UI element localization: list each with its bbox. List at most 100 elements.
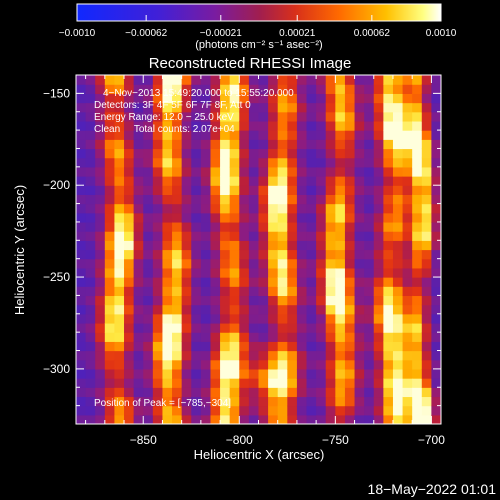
- heatmap-cell: [85, 267, 96, 278]
- heatmap-cell: [210, 322, 221, 333]
- heatmap-cell: [412, 286, 423, 297]
- heatmap-cell: [306, 341, 317, 352]
- heatmap-cell: [229, 148, 240, 159]
- heatmap-cell: [364, 84, 375, 94]
- heatmap-cell: [95, 267, 106, 278]
- heatmap-cell: [172, 185, 183, 195]
- heatmap-cell: [248, 322, 260, 333]
- heatmap-cell: [373, 75, 384, 85]
- heatmap-cell: [296, 111, 308, 122]
- heatmap-cell: [85, 277, 96, 287]
- heatmap-cell: [431, 368, 441, 379]
- y-tick-label: −250: [43, 270, 70, 284]
- heatmap-cell: [277, 102, 288, 113]
- heatmap-cell: [191, 231, 202, 241]
- heatmap-cell: [229, 295, 240, 306]
- heatmap-cell: [114, 148, 125, 159]
- heatmap-cell: [306, 120, 317, 131]
- heatmap-cell: [373, 405, 384, 416]
- heatmap-cell: [364, 286, 375, 297]
- heatmap-cell: [191, 157, 202, 168]
- heatmap-cell: [143, 203, 154, 214]
- heatmap-cell: [325, 378, 336, 388]
- heatmap-cell: [239, 350, 250, 361]
- heatmap-cell: [364, 75, 375, 85]
- heatmap-cell: [364, 185, 375, 195]
- heatmap-cell: [373, 313, 384, 324]
- heatmap-cell: [76, 185, 87, 195]
- heatmap-cell: [210, 194, 221, 205]
- heatmap-cell: [335, 368, 346, 379]
- heatmap-cell: [344, 304, 356, 315]
- heatmap-cell: [421, 322, 432, 333]
- heatmap-cell: [162, 221, 173, 232]
- heatmap-cell: [287, 341, 298, 352]
- heatmap-cell: [143, 387, 154, 398]
- heatmap-cell: [316, 267, 327, 278]
- heatmap-cell: [325, 120, 336, 131]
- heatmap-cell: [133, 359, 144, 370]
- heatmap-cell: [104, 396, 116, 407]
- heatmap-cell: [402, 313, 413, 324]
- heatmap-cell: [239, 166, 250, 177]
- heatmap-cell: [335, 396, 346, 407]
- heatmap-cell: [354, 231, 365, 241]
- heatmap-cell: [354, 166, 365, 177]
- heatmap-cell: [124, 185, 135, 195]
- heatmap-cell: [104, 111, 116, 122]
- heatmap-cell: [335, 332, 346, 342]
- heatmap-cell: [124, 194, 135, 205]
- heatmap-cell: [383, 176, 394, 186]
- heatmap-cell: [133, 221, 144, 232]
- heatmap-cell: [258, 148, 269, 159]
- heatmap-cell: [277, 93, 288, 104]
- heatmap-cell: [364, 378, 375, 388]
- heatmap-cell: [431, 405, 441, 416]
- heatmap-cell: [181, 414, 192, 424]
- heatmap-cell: [431, 148, 441, 159]
- heatmap-cell: [364, 231, 375, 241]
- heatmap-cell: [296, 157, 308, 168]
- heatmap-cell: [325, 249, 336, 260]
- heatmap-cell: [124, 240, 135, 251]
- heatmap-cell: [200, 240, 212, 251]
- heatmap-cell: [143, 258, 154, 269]
- heatmap-cell: [133, 405, 144, 416]
- heatmap-cell: [152, 139, 164, 150]
- colorbar-tick-label: 0.00021: [279, 28, 316, 39]
- heatmap-cell: [248, 84, 260, 94]
- heatmap-cell: [210, 120, 221, 131]
- heatmap-cell: [354, 176, 365, 186]
- heatmap-cell: [229, 405, 240, 416]
- heatmap-cell: [152, 341, 164, 352]
- heatmap-cell: [124, 102, 135, 113]
- heatmap-cell: [162, 166, 173, 177]
- heatmap-cell: [306, 313, 317, 324]
- heatmap-cell: [152, 120, 164, 131]
- heatmap-cell: [402, 277, 413, 287]
- heatmap-cell: [258, 405, 269, 416]
- heatmap-cell: [373, 277, 384, 287]
- heatmap-cell: [220, 130, 231, 140]
- heatmap-cell: [76, 396, 87, 407]
- heatmap-cell: [162, 359, 173, 370]
- heatmap-cell: [85, 176, 96, 186]
- heatmap-cell: [248, 139, 260, 150]
- heatmap-cell: [277, 185, 288, 195]
- heatmap-cell: [296, 295, 308, 306]
- heatmap-cell: [258, 102, 269, 113]
- colorbar-tick-label: −0.00021: [200, 28, 242, 39]
- heatmap-cell: [383, 304, 394, 315]
- heatmap-cell: [392, 295, 404, 306]
- heatmap-cell: [239, 304, 250, 315]
- heatmap-cell: [296, 322, 308, 333]
- heatmap-cell: [229, 332, 240, 342]
- heatmap-cell: [325, 166, 336, 177]
- heatmap-cell: [325, 405, 336, 416]
- heatmap-cell: [152, 111, 164, 122]
- heatmap-cell: [191, 267, 202, 278]
- heatmap-cell: [239, 176, 250, 186]
- heatmap-cell: [383, 231, 394, 241]
- heatmap-cell: [392, 221, 404, 232]
- heatmap-cell: [229, 378, 240, 388]
